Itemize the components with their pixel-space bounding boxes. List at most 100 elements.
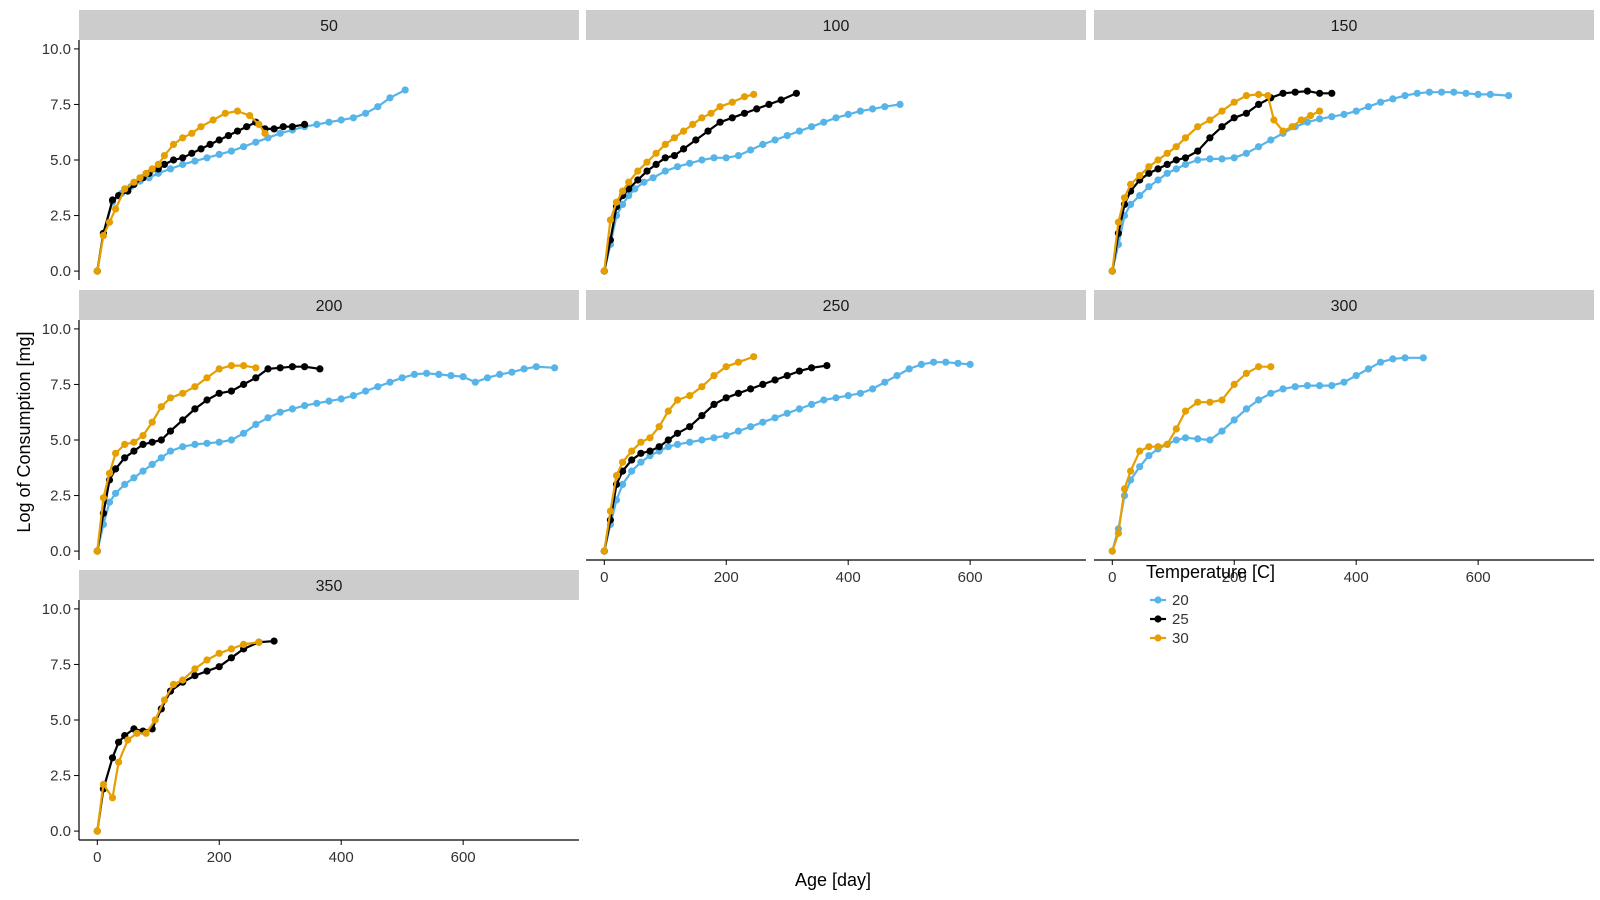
data-point xyxy=(896,100,904,108)
data-point xyxy=(716,103,724,111)
data-point xyxy=(1154,156,1162,164)
data-point xyxy=(362,109,370,117)
data-point xyxy=(634,167,642,175)
data-point xyxy=(227,645,235,653)
y-tick-label: 2.5 xyxy=(50,208,71,225)
data-point xyxy=(1172,436,1180,444)
data-point xyxy=(722,363,730,371)
y-axis-title: Log of Consumption [mg] xyxy=(14,331,34,532)
data-point xyxy=(410,370,418,378)
data-point xyxy=(856,107,865,115)
data-point xyxy=(954,359,962,367)
data-point xyxy=(1267,389,1275,397)
data-point xyxy=(740,93,749,101)
data-point xyxy=(619,200,627,208)
series-line xyxy=(1111,89,1332,272)
data-point xyxy=(1413,89,1421,97)
data-point xyxy=(856,389,865,397)
data-point xyxy=(1389,355,1397,363)
data-point xyxy=(869,385,877,393)
data-point xyxy=(1328,89,1336,97)
data-point xyxy=(966,360,974,368)
panel-strip xyxy=(1094,10,1594,40)
data-point xyxy=(374,103,382,111)
data-point xyxy=(1230,98,1238,106)
data-point xyxy=(1127,200,1135,208)
data-point xyxy=(240,380,248,388)
data-point xyxy=(844,392,852,400)
data-point xyxy=(316,365,324,373)
data-point xyxy=(288,405,296,413)
data-point xyxy=(792,89,801,97)
data-point xyxy=(637,438,645,446)
data-point xyxy=(108,794,117,802)
series-25 xyxy=(93,363,324,555)
data-point xyxy=(643,167,651,175)
y-tick-label: 5.0 xyxy=(50,432,71,449)
data-point xyxy=(108,754,117,762)
data-point xyxy=(142,169,150,177)
data-point xyxy=(1108,267,1116,275)
data-point xyxy=(698,436,706,444)
data-point xyxy=(1316,115,1324,123)
data-point xyxy=(1206,116,1214,124)
data-point xyxy=(203,374,211,382)
data-point xyxy=(612,472,621,480)
data-point xyxy=(664,436,672,444)
data-point xyxy=(139,467,147,475)
data-point xyxy=(643,158,651,166)
data-point xyxy=(783,409,791,417)
data-point xyxy=(1120,194,1129,202)
data-point xyxy=(869,105,877,113)
data-point xyxy=(255,638,263,646)
data-point xyxy=(121,440,129,448)
data-point xyxy=(692,136,700,144)
data-point xyxy=(1306,112,1315,120)
data-point xyxy=(783,132,791,140)
data-point xyxy=(246,112,254,120)
data-point xyxy=(625,178,633,186)
data-point xyxy=(188,129,196,137)
data-point xyxy=(240,143,248,151)
panel-strip xyxy=(79,10,579,40)
data-point xyxy=(832,114,840,122)
data-point xyxy=(1163,440,1171,448)
x-tick-label: 200 xyxy=(207,849,232,866)
data-point xyxy=(1255,90,1263,98)
data-point xyxy=(179,416,187,424)
data-point xyxy=(820,118,828,126)
data-point xyxy=(917,360,926,368)
series-line xyxy=(1111,365,1271,552)
data-point xyxy=(673,396,682,404)
data-point xyxy=(447,372,455,380)
data-point xyxy=(166,427,175,435)
legend-label: 30 xyxy=(1172,630,1189,647)
data-point xyxy=(698,156,706,164)
data-point xyxy=(771,414,779,422)
data-point xyxy=(179,443,187,451)
data-point xyxy=(160,160,168,168)
data-point xyxy=(157,436,165,444)
data-point xyxy=(1154,443,1162,451)
data-point xyxy=(1172,143,1180,151)
x-tick-label: 200 xyxy=(714,569,739,586)
y-tick-label: 5.0 xyxy=(50,712,71,729)
data-point xyxy=(634,176,642,184)
data-point xyxy=(1267,136,1275,144)
series-20 xyxy=(93,363,559,555)
data-point xyxy=(704,127,712,135)
data-point xyxy=(1194,435,1202,443)
data-point xyxy=(600,267,608,275)
x-tick-label: 200 xyxy=(1222,569,1247,586)
data-point xyxy=(1230,380,1238,388)
panel-strip-label: 250 xyxy=(823,298,850,315)
data-point xyxy=(252,374,260,382)
data-point xyxy=(276,364,284,372)
data-point xyxy=(1194,156,1202,164)
data-point xyxy=(325,118,333,126)
data-point xyxy=(215,365,223,373)
data-point xyxy=(1328,113,1336,121)
data-point xyxy=(1127,180,1135,188)
panel-200: 200 0.0 2.5 5.0 7.5 10.0 xyxy=(42,290,579,560)
data-point xyxy=(698,114,706,122)
